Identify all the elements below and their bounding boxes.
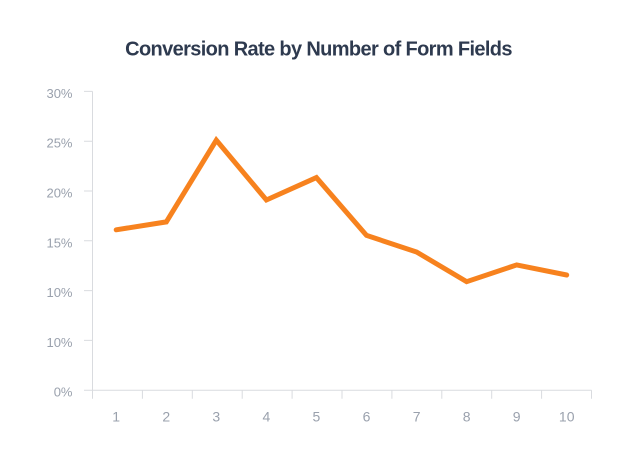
svg-text:1: 1 (112, 408, 120, 424)
svg-text:5: 5 (313, 408, 321, 424)
svg-text:Conversion Rate by Number of F: Conversion Rate by Number of Form Fields (125, 39, 512, 61)
svg-text:8: 8 (463, 408, 471, 424)
svg-text:20%: 20% (46, 186, 72, 201)
svg-text:6: 6 (363, 408, 371, 424)
svg-text:30%: 30% (46, 86, 72, 101)
svg-text:4: 4 (263, 408, 271, 424)
svg-text:7: 7 (413, 408, 421, 424)
svg-text:3: 3 (212, 408, 220, 424)
svg-text:10%: 10% (46, 335, 72, 350)
svg-text:0%: 0% (54, 385, 73, 400)
svg-text:10%: 10% (46, 285, 72, 300)
svg-text:25%: 25% (46, 136, 72, 151)
svg-text:9: 9 (513, 408, 521, 424)
svg-text:10: 10 (559, 408, 575, 424)
svg-text:15%: 15% (46, 235, 72, 250)
svg-text:2: 2 (162, 408, 170, 424)
